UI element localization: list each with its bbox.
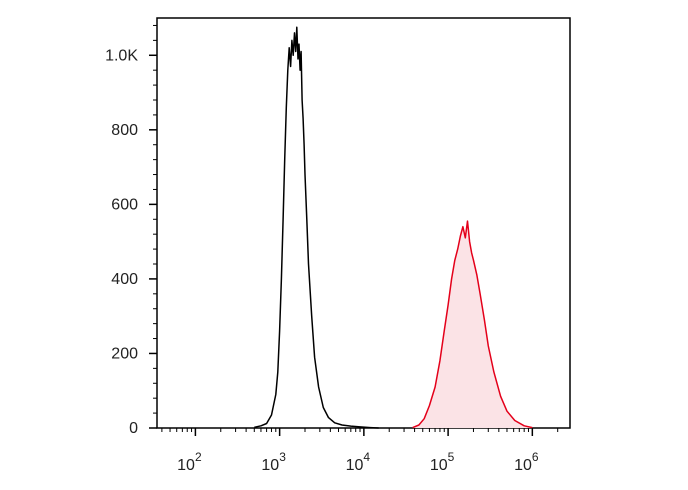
y-axis: 0 200 400 600 800 1.0K — [105, 24, 157, 437]
x-tick-label: 102 — [177, 450, 202, 474]
y-tick-label: 1.0K — [105, 47, 138, 64]
series-1-area — [412, 221, 533, 428]
y-tick-label: 800 — [111, 122, 138, 139]
plot-frame — [156, 17, 571, 429]
x-tick-label: 104 — [346, 450, 371, 474]
x-tick-label: 105 — [430, 450, 455, 474]
x-tick-label: 103 — [261, 450, 286, 474]
y-tick-label: 400 — [111, 271, 138, 288]
x-tick-label: 106 — [514, 450, 539, 474]
series-1-line — [412, 220, 533, 429]
series-0-line — [254, 26, 379, 429]
y-tick-label: 0 — [129, 420, 138, 437]
y-tick-label: 600 — [111, 196, 138, 213]
x-axis: 102 103 104 105 106 — [161, 428, 559, 474]
y-tick-label: 200 — [111, 345, 138, 362]
series-layer — [254, 26, 533, 429]
